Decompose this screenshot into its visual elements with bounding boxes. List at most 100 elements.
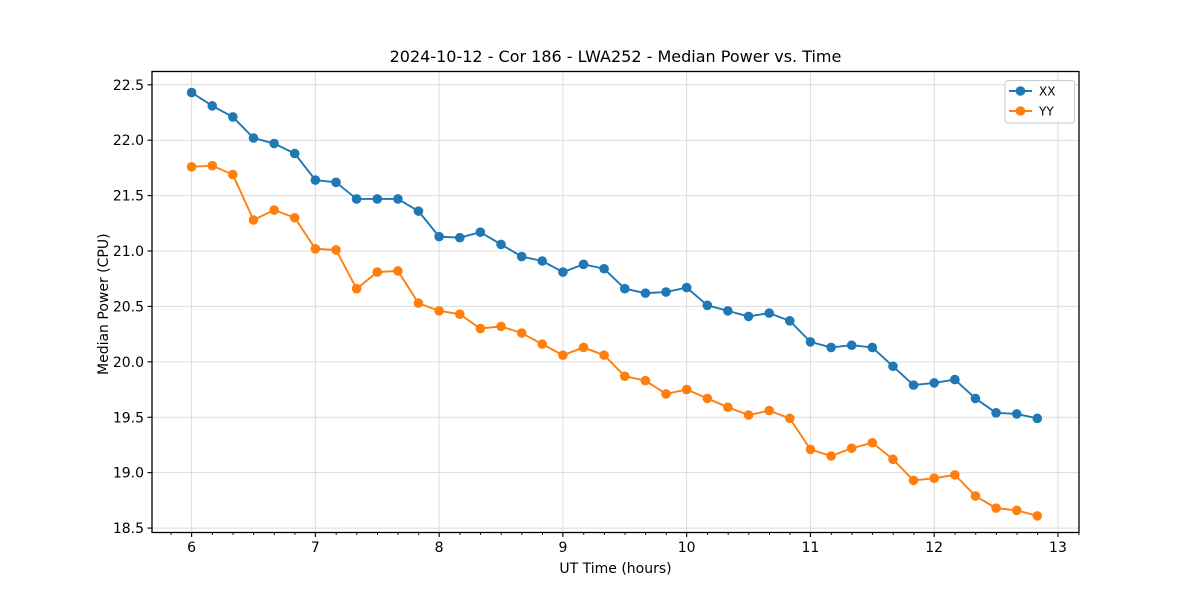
series-xx-marker (393, 194, 403, 204)
x-tick-label: 8 (435, 540, 444, 556)
series-xx-marker (537, 256, 548, 266)
series-yy-marker (1011, 505, 1022, 516)
series-yy-marker (331, 245, 341, 255)
series-xx-marker (455, 232, 465, 243)
chart-title: 2024-10-12 - Cor 186 - LWA252 - Median P… (389, 47, 842, 66)
series-yy-marker (908, 475, 919, 486)
series-yy-marker (289, 212, 300, 223)
series-yy-marker (248, 215, 259, 225)
series-xx-marker (413, 206, 424, 216)
series-yy-line (190, 164, 1039, 517)
y-tick-label: 22.5 (113, 78, 144, 94)
series-yy-marker (784, 413, 795, 424)
y-tick-label: 21.5 (113, 189, 144, 205)
series-yy-marker (619, 371, 630, 382)
series-xx-marker (888, 361, 898, 372)
legend-label-xx: XX (1039, 85, 1055, 99)
series-yy-marker (578, 342, 589, 353)
x-tick-label: 7 (311, 540, 320, 556)
series-xx-marker (516, 251, 527, 262)
series-yy-marker (310, 244, 321, 254)
series-yy-marker (661, 389, 671, 399)
series-xx-marker (970, 393, 981, 404)
series-yy-marker (455, 309, 465, 319)
series-yy-marker (805, 444, 816, 455)
legend-sample-marker-xx (1015, 86, 1026, 96)
series-xx-marker (846, 340, 857, 351)
series-xx-marker (475, 227, 486, 237)
y-tick-label: 20.0 (113, 355, 144, 371)
series-xx-marker (826, 342, 836, 353)
series-yy-marker (186, 162, 197, 172)
x-tick-label: 10 (678, 540, 696, 556)
series-xx-line (190, 91, 1039, 420)
series-yy-marker (826, 451, 836, 461)
y-tick-label: 19.5 (113, 410, 144, 426)
series-yy-marker (537, 339, 548, 349)
series-yy-marker (372, 267, 383, 277)
series-xx-marker (619, 283, 630, 294)
series-xx-marker (929, 378, 939, 388)
x-tick-label: 12 (925, 540, 943, 556)
series-xx-marker (248, 133, 259, 143)
series-xx-marker (558, 267, 568, 277)
series-xx-marker (991, 408, 1001, 418)
series-yy-marker (723, 402, 733, 413)
x-tick-label: 11 (802, 540, 820, 556)
series-yy-marker (970, 491, 981, 501)
series-yy-marker (516, 328, 527, 338)
series-xx-marker (496, 239, 506, 250)
series-xx-marker (372, 194, 383, 204)
series-yy-marker (434, 306, 444, 316)
series-xx-marker (207, 101, 218, 111)
plot-border (151, 70, 1080, 534)
series-xx-marker (269, 138, 279, 149)
series-yy-marker (558, 350, 568, 360)
y-tick-label: 20.5 (113, 299, 144, 315)
series-yy-marker (702, 393, 713, 404)
series-xx-marker (578, 259, 589, 270)
series-yy-marker (228, 169, 238, 180)
series-yy-marker (207, 160, 218, 171)
series-xx-marker (331, 177, 341, 188)
series-yy-marker (867, 437, 878, 448)
series-yy-marker (888, 454, 898, 465)
series-xx-marker (186, 87, 197, 98)
series-xx-marker (743, 311, 754, 322)
series-xx-marker (723, 306, 733, 316)
series-xx-marker (681, 282, 692, 293)
series-xx-marker (805, 337, 816, 347)
series-yy-marker (351, 283, 362, 294)
series-xx-marker (661, 287, 671, 297)
legend-label-yy: YY (1038, 105, 1054, 119)
series-xx-marker (351, 194, 362, 204)
series-yy-marker (846, 443, 857, 454)
series-xx-marker (228, 112, 238, 122)
series-xx-marker (310, 175, 321, 185)
x-axis-label: UT Time (hours) (559, 561, 672, 577)
y-tick-label: 18.5 (113, 521, 144, 537)
series-yy-marker (743, 410, 754, 420)
series-xx-marker (599, 263, 609, 274)
series-yy-marker (929, 473, 939, 483)
legend-sample-marker-yy (1015, 106, 1026, 116)
series-xx-marker (289, 148, 300, 159)
y-tick-label: 22.0 (113, 133, 144, 149)
y-tick-label: 21.0 (113, 244, 144, 260)
y-tick-label: 19.0 (113, 466, 144, 482)
series-yy-marker (640, 375, 651, 386)
series-yy-marker (413, 298, 424, 308)
series-xx-marker (908, 380, 919, 390)
series-yy-marker (991, 503, 1001, 513)
series-xx-marker (1032, 413, 1043, 424)
series-xx-marker (764, 308, 775, 318)
series-yy-marker (269, 205, 279, 215)
x-tick-label: 9 (558, 540, 567, 556)
series-xx-marker (950, 374, 960, 385)
series-xx-marker (640, 288, 651, 298)
series-yy-marker (764, 405, 775, 416)
x-tick-label: 6 (187, 540, 196, 556)
series-yy-marker (599, 350, 609, 360)
x-tick-label: 13 (1049, 540, 1067, 556)
series-yy-marker (496, 321, 506, 332)
